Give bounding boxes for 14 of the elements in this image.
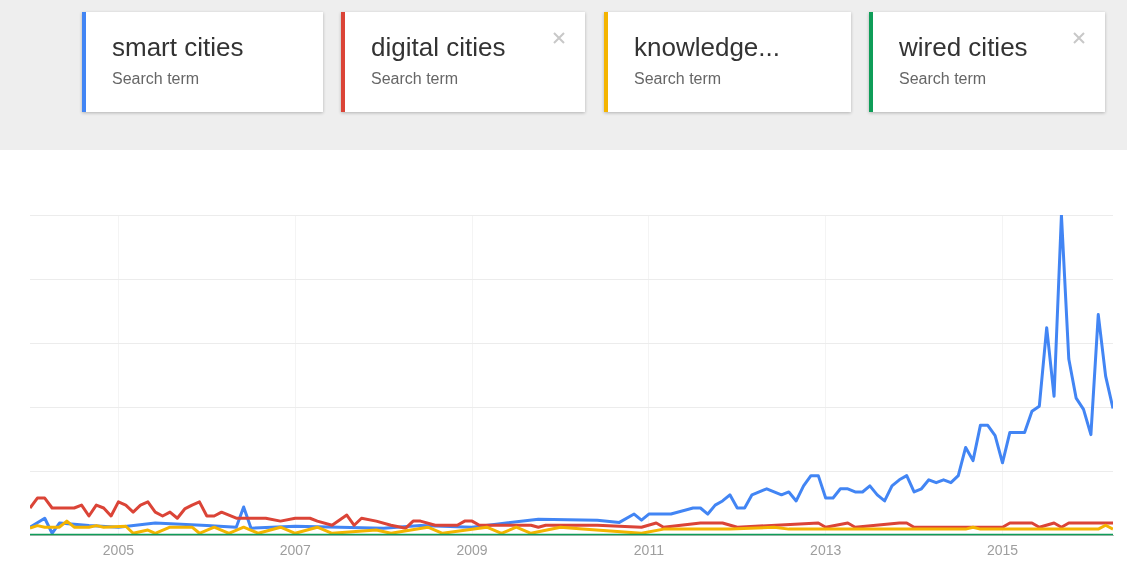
legend-label: knowledge... xyxy=(634,32,780,63)
legend-label: wired cities xyxy=(899,32,1028,63)
legend-label: smart cities xyxy=(112,32,244,63)
x-tick-label: 2009 xyxy=(456,542,488,559)
x-tick-label: 2011 xyxy=(633,542,665,559)
x-tick-label: 2015 xyxy=(986,542,1019,559)
x-tick-label: 2005 xyxy=(102,542,135,559)
legend-title: Search term xyxy=(112,70,200,88)
legend-label: digital cities xyxy=(371,32,506,63)
x-tick-label: 2007 xyxy=(279,542,311,559)
text: Search term xyxy=(371,70,459,87)
text: Search term xyxy=(634,70,722,87)
x-tick-label: 2013 xyxy=(810,542,842,559)
text: Search term xyxy=(899,70,987,87)
